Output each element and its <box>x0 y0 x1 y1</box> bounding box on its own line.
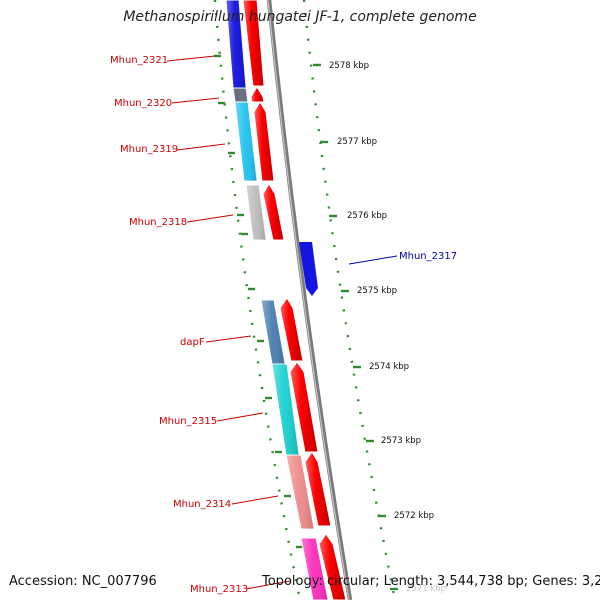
cds-arrows <box>242 0 347 600</box>
cds-arrow <box>289 361 319 453</box>
gene-label: Mhun_2313 <box>190 584 248 595</box>
topology-label: Topology: circular; Length: 3,544,738 bp… <box>262 574 600 589</box>
gene-block-shading <box>226 0 328 600</box>
tick-label: 2578 kbp <box>329 61 369 71</box>
tick-label: 2577 kbp <box>337 137 377 147</box>
gene-label: dapF <box>180 337 205 348</box>
cds-arrow <box>253 101 275 182</box>
tick-label: 2573 kbp <box>381 436 421 446</box>
gene-label: Mhun_2320 <box>114 98 172 109</box>
scale-ticks: 2578 kbp 2577 kbp 2576 kbp 2575 kbp 2574… <box>313 61 446 594</box>
cds-arrow <box>279 297 304 362</box>
gene-block-mhun-2317 <box>299 242 318 296</box>
gene-label: Mhun_2319 <box>120 144 178 155</box>
cds-arrow <box>250 86 265 103</box>
cds-arrow <box>262 183 285 241</box>
map-title: Methanospirillum hungatei JF-1, complete… <box>123 9 477 25</box>
gene-labels: Mhun_2321 Mhun_2320 Mhun_2319 Mhun_2318 … <box>110 55 457 595</box>
cds-arrow <box>242 0 265 87</box>
tick-label: 2574 kbp <box>369 362 409 372</box>
gene-label: Mhun_2318 <box>129 217 187 228</box>
genome-backbone-highlight <box>267 0 350 600</box>
gene-block-mhun-2320 <box>232 87 249 103</box>
accession-label: Accession: NC_007796 <box>9 574 157 589</box>
cds-arrow <box>318 533 347 600</box>
tick-label: 2575 kbp <box>357 286 397 296</box>
tick-label: 2572 kbp <box>394 511 434 521</box>
cds-arrow <box>304 451 332 527</box>
inner-dotted-ring <box>213 0 302 600</box>
tick-label: 2571 kbp <box>406 584 446 594</box>
gene-label: Mhun_2314 <box>173 499 231 510</box>
label-leaders <box>166 55 398 590</box>
gene-label: Mhun_2321 <box>110 55 168 66</box>
genome-backbone <box>266 0 353 600</box>
gene-label: Mhun_2317 <box>399 251 457 262</box>
gene-label: Mhun_2315 <box>159 416 217 427</box>
tick-label: 2576 kbp <box>347 211 387 221</box>
inner-ring-ticks <box>214 54 303 549</box>
